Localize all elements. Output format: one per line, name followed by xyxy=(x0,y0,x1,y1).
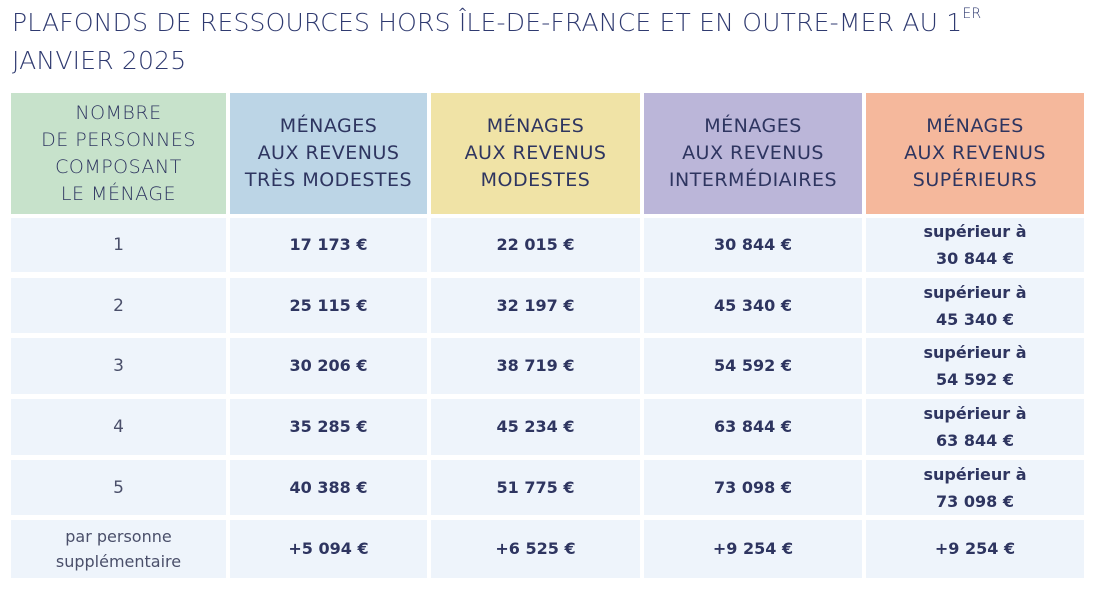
cell-text: 45 234 € xyxy=(496,417,575,436)
cell-text: 5 xyxy=(113,477,124,498)
cell-text: +5 094 € xyxy=(288,539,369,558)
extra-value-cell: +5 094 € xyxy=(230,520,427,578)
cell-text: 3 xyxy=(113,356,124,376)
cell-text: 38 719 € xyxy=(496,356,575,375)
value-cell: 54 592 € xyxy=(644,338,862,394)
value-cell: 73 098 € xyxy=(644,460,862,515)
cell-text: supérieur à xyxy=(923,222,1027,241)
cell-text: MÉNAGES xyxy=(279,115,378,137)
superior-cell: supérieur à 73 098 € xyxy=(866,460,1084,515)
extra-person-label: par personne supplémentaire xyxy=(11,520,226,578)
extra-value-cell: +9 254 € xyxy=(644,520,862,578)
superior-cell: supérieur à 54 592 € xyxy=(866,338,1084,394)
cell-text: 1 xyxy=(113,235,124,255)
cell-text: COMPOSANT xyxy=(55,155,182,178)
cell-text: 30 844 € xyxy=(714,235,792,254)
title-superscript: ER xyxy=(962,6,982,22)
superior-cell: supérieur à 30 844 € xyxy=(866,218,1084,272)
persons-cell: 5 xyxy=(11,460,226,515)
persons-cell: 2 xyxy=(11,278,226,333)
cell-text: TRÈS MODESTES xyxy=(244,169,413,191)
cell-text: MODESTES xyxy=(480,169,591,191)
cell-text: 4 xyxy=(113,417,124,437)
cell-text: 45 340 € xyxy=(714,295,792,315)
cell-text: AUX REVENUS xyxy=(682,142,824,164)
extra-value-cell: +6 525 € xyxy=(431,520,640,578)
page-title: PLAFONDS DE RESSOURCES HORS ÎLE-DE-FRANC… xyxy=(12,6,982,75)
cell-text: 22 015 € xyxy=(496,235,575,254)
cell-text: 51 775 € xyxy=(496,477,575,497)
cell-text: +6 525 € xyxy=(495,539,576,558)
cell-text: MÉNAGES xyxy=(926,115,1024,137)
cell-text: 17 173 € xyxy=(289,235,368,254)
cell-text: +9 254 € xyxy=(712,539,794,558)
cell-text: 25 115 € xyxy=(289,295,368,315)
persons-cell: 4 xyxy=(11,399,226,455)
cell-text: +9 254 € xyxy=(934,539,1016,558)
cell-text: DE PERSONNES xyxy=(41,128,196,151)
cell-text: AUX REVENUS xyxy=(257,142,400,164)
cell-text: AUX REVENUS xyxy=(904,142,1046,164)
cell-text: supplémentaire xyxy=(55,552,182,571)
value-cell: 35 285 € xyxy=(230,399,427,455)
cell-text: 32 197 € xyxy=(496,295,575,315)
column-header-2: MÉNAGES AUX REVENUS MODESTES xyxy=(431,93,640,214)
cell-text: 73 098 € xyxy=(714,477,792,497)
cell-text: 35 285 € xyxy=(289,417,368,436)
cell-text: INTERMÉDIAIRES xyxy=(668,169,838,191)
cell-text: NOMBRE xyxy=(75,101,162,124)
cell-text: 54 592 € xyxy=(714,356,792,375)
cell-text: 63 844 € xyxy=(714,417,792,436)
value-cell: 25 115 € xyxy=(230,278,427,333)
value-cell: 17 173 € xyxy=(230,218,427,272)
value-cell: 45 340 € xyxy=(644,278,862,333)
persons-cell: 1 xyxy=(11,218,226,272)
cell-text: supérieur à xyxy=(923,282,1027,302)
cell-text: 54 592 € xyxy=(936,370,1014,389)
cell-text: supérieur à xyxy=(923,343,1027,362)
cell-text: MÉNAGES xyxy=(486,115,585,137)
value-cell: 40 388 € xyxy=(230,460,427,515)
cell-text: 30 844 € xyxy=(936,249,1014,268)
value-cell: 30 844 € xyxy=(644,218,862,272)
value-cell: 30 206 € xyxy=(230,338,427,394)
superior-cell: supérieur à 63 844 € xyxy=(866,399,1084,455)
value-cell: 32 197 € xyxy=(431,278,640,333)
value-cell: 45 234 € xyxy=(431,399,640,455)
value-cell: 51 775 € xyxy=(431,460,640,515)
column-header-1: MÉNAGES AUX REVENUS TRÈS MODESTES xyxy=(230,93,427,214)
column-header-0: NOMBRE DE PERSONNES COMPOSANT LE MÉNAGE xyxy=(11,93,226,214)
cell-text: 63 844 € xyxy=(936,431,1014,450)
cell-text: MÉNAGES xyxy=(704,115,802,137)
cell-text: supérieur à xyxy=(923,464,1027,484)
title-line2: JANVIER 2025 xyxy=(12,46,187,75)
cell-text: supérieur à xyxy=(923,404,1027,423)
cell-text: 30 206 € xyxy=(289,356,368,375)
cell-text: SUPÉRIEURS xyxy=(912,169,1038,191)
cell-text: 2 xyxy=(113,295,124,316)
persons-cell: 3 xyxy=(11,338,226,394)
cell-text: par personne xyxy=(65,527,172,546)
extra-value-cell: +9 254 € xyxy=(866,520,1084,578)
cell-text: 45 340 € xyxy=(936,309,1014,329)
column-header-3: MÉNAGES AUX REVENUS INTERMÉDIAIRES xyxy=(644,93,862,214)
cell-text: LE MÉNAGE xyxy=(60,182,177,205)
cell-text: 73 098 € xyxy=(936,491,1014,511)
cell-text: 40 388 € xyxy=(289,477,368,497)
value-cell: 38 719 € xyxy=(431,338,640,394)
superior-cell: supérieur à 45 340 € xyxy=(866,278,1084,333)
column-header-4: MÉNAGES AUX REVENUS SUPÉRIEURS xyxy=(866,93,1084,214)
value-cell: 63 844 € xyxy=(644,399,862,455)
value-cell: 22 015 € xyxy=(431,218,640,272)
cell-text: AUX REVENUS xyxy=(464,142,607,164)
